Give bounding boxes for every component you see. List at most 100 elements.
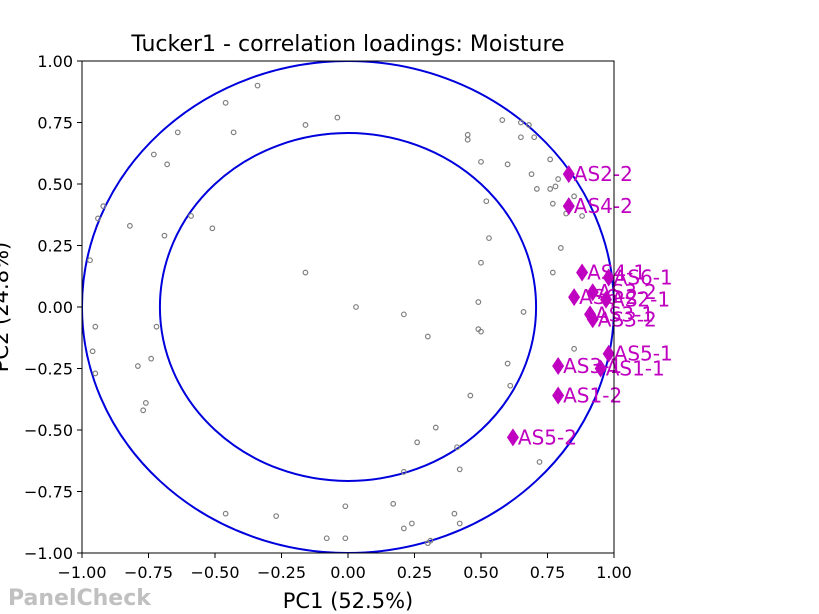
variable-point: [188, 213, 194, 219]
variable-point: [400, 311, 407, 318]
y-tick-label: 0.50: [37, 175, 73, 194]
variable-point: [478, 158, 484, 165]
x-tick-label: −0.50: [190, 563, 239, 582]
assessor-marker: [600, 290, 613, 309]
variable-point: [134, 363, 141, 369]
variable-point: [525, 122, 532, 128]
assessor-marker: [602, 344, 615, 363]
y-tick-label: −1.00: [24, 544, 73, 563]
inner-circle: [158, 132, 538, 482]
variable-point: [142, 400, 149, 406]
variable-point: [126, 222, 133, 229]
y-tick-label: 0.00: [37, 298, 73, 317]
assessor-marker: [552, 357, 565, 376]
assessor-label: AS6-2: [579, 285, 638, 309]
assessor-label: AS3-1: [563, 354, 622, 378]
assessor-marker: [586, 283, 599, 302]
variable-point: [520, 309, 527, 315]
x-tick-label: −1.00: [57, 563, 106, 582]
assessor-marker: [568, 288, 581, 307]
assessor-label: AS1-2: [563, 384, 622, 408]
variable-point: [528, 171, 535, 178]
variable-point: [92, 370, 99, 377]
variable-point: [334, 114, 341, 121]
variable-point: [174, 129, 181, 136]
variable-point: [342, 535, 349, 542]
variable-point: [486, 235, 492, 242]
variable-point: [483, 198, 490, 205]
variable-point: [464, 136, 471, 143]
assessor-label: AS5-2: [518, 425, 577, 449]
variable-point: [209, 225, 216, 232]
variable-point: [464, 131, 471, 138]
assessor-label: AS3-2: [598, 307, 657, 331]
assessor-marker: [506, 428, 519, 447]
variable-point: [507, 382, 514, 389]
variable-point: [230, 129, 237, 136]
variable-point: [533, 186, 540, 192]
assessor-label: AS3-2: [598, 280, 657, 304]
variable-point: [424, 333, 431, 340]
x-tick-label: 0.25: [397, 563, 433, 582]
variable-point: [87, 257, 93, 264]
x-tick-label: −0.75: [124, 563, 173, 582]
y-axis-label: PC2 (24.8%): [0, 242, 13, 372]
variable-point: [454, 444, 460, 451]
variable-point: [549, 269, 556, 276]
variable-point: [140, 407, 147, 414]
assessor-label: AS6-1: [614, 265, 673, 289]
variable-point: [478, 328, 484, 335]
variable-point: [536, 459, 543, 465]
variable-point: [451, 510, 458, 517]
x-tick-label: 0.00: [330, 563, 366, 582]
x-tick-label: 0.50: [463, 563, 499, 582]
variable-point: [273, 513, 280, 519]
panelcheck-watermark: PanelCheck: [8, 586, 151, 611]
y-tick-label: −0.50: [24, 421, 73, 440]
variable-point: [518, 119, 524, 126]
assessor-label: AS1-1: [606, 357, 665, 381]
variable-point: [400, 468, 407, 475]
assessor-label: AS2-1: [611, 288, 670, 312]
variable-point: [432, 424, 439, 431]
variable-point: [161, 232, 168, 239]
variable-point: [555, 176, 562, 182]
variable-point: [400, 525, 407, 532]
assessor-marker: [562, 197, 575, 216]
variable-point: [153, 323, 160, 330]
variable-point: [254, 82, 261, 89]
assessor-label: AS2-2: [574, 162, 633, 186]
assessor-marker: [602, 268, 615, 287]
assessor-marker: [594, 359, 607, 378]
variable-point: [89, 348, 96, 355]
x-tick-label: −0.25: [257, 563, 306, 582]
y-tick-label: 0.75: [37, 114, 73, 133]
y-tick-label: −0.75: [24, 483, 73, 502]
variable-point: [547, 156, 554, 163]
variable-point: [499, 117, 506, 123]
variable-point: [424, 540, 431, 547]
variable-point: [504, 161, 511, 168]
variable-point: [150, 151, 157, 158]
variable-point: [323, 535, 330, 542]
variable-point: [222, 99, 229, 106]
variable-point: [456, 520, 463, 527]
variable-point: [571, 345, 577, 352]
x-tick-label: 0.75: [530, 563, 566, 582]
y-tick-label: 0.25: [37, 237, 73, 256]
assessor-label: AS5-1: [614, 342, 673, 366]
assessor-label: AS3-1: [595, 302, 654, 326]
assessor-marker: [576, 263, 589, 282]
assessor-marker: [586, 310, 599, 329]
variable-point: [552, 183, 559, 190]
assessor-label: AS4-1: [587, 261, 646, 285]
variable-point: [557, 245, 564, 251]
variable-point: [390, 500, 397, 507]
variable-point: [478, 259, 484, 266]
x-tick-label: 1.00: [596, 563, 632, 582]
assessor-label: AS4-2: [574, 194, 633, 218]
variable-point: [571, 193, 577, 200]
variable-point: [414, 439, 421, 446]
variable-point: [547, 186, 554, 192]
